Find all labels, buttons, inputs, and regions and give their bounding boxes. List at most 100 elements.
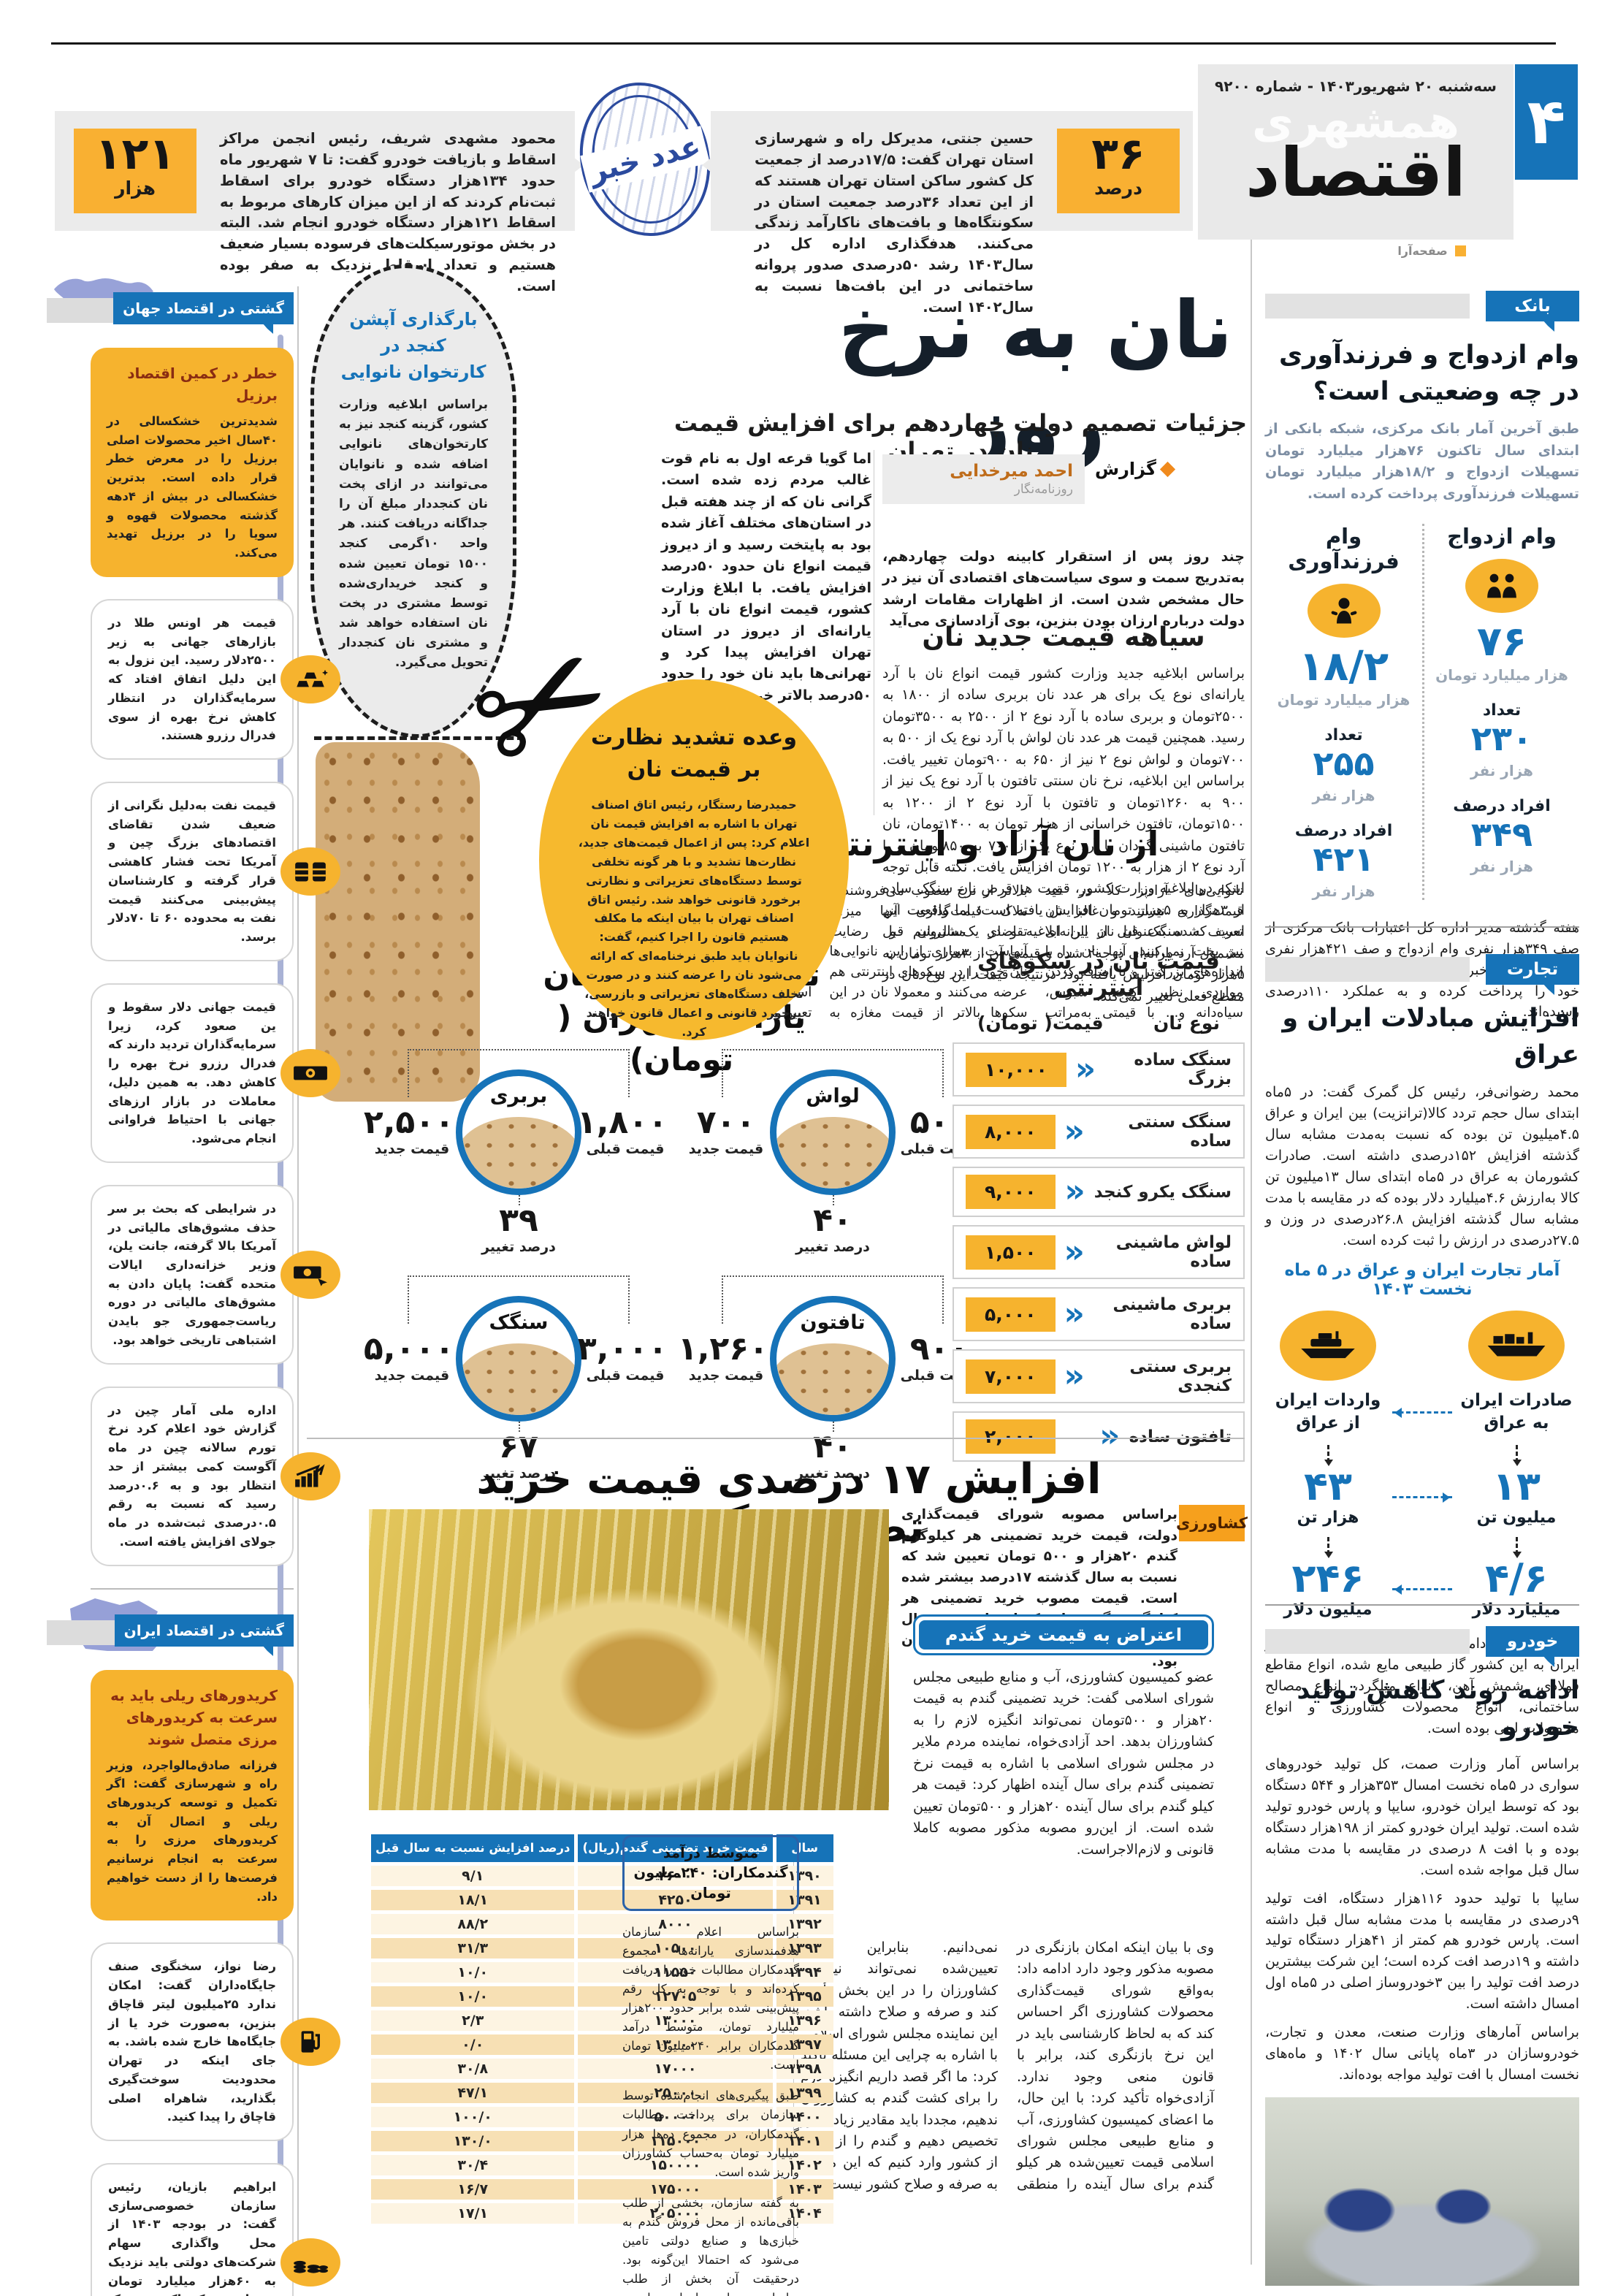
news-card-fuel: رضا نواز، سخنگوی صنف جایگاه‌داران گفت: ا…	[91, 1942, 340, 2141]
pct-cell: ۰/۰	[371, 2034, 575, 2056]
world-section-header: گشتی در اقتصاد جهان	[47, 278, 294, 334]
issue-date: سه‌شنبه ۲۰ شهریور۱۴۰۳ - شماره ۹۲۰۰	[1215, 77, 1497, 95]
pct-cell: ۸۸/۲	[371, 1914, 575, 1935]
loans-infographic: وام ازدواج ۷۶ هزار میلیارد تومان تعداد ۲…	[1265, 524, 1579, 900]
price-chip: ۹,۰۰۰	[966, 1175, 1056, 1209]
new-price: ۵,۰۰۰	[363, 1330, 454, 1368]
section-divider	[307, 1438, 1245, 1439]
export-label-1: صادرات ایران	[1460, 1391, 1573, 1411]
car-body-paragraph: براساس آمار وزارت صمت، کل تولید خودروهای…	[1265, 1756, 1580, 1878]
car-title: ادامه روند کاهش تولید خودرو	[1297, 1676, 1579, 1742]
new-price: ۲,۵۰۰	[363, 1104, 454, 1141]
bank-tab: بانک	[1486, 291, 1579, 332]
trade-title: افزایش مبادلات ایران و عراق	[1282, 1004, 1579, 1069]
bread-price-group-taftoon: تافتون ۱,۲۶۰ قیمت جدید ۹۰۰ قیمت قبلی ۴۰ …	[677, 1275, 986, 1495]
year-cell: ۱۳۹۰	[776, 1866, 833, 1887]
designer-credit: صفحه‌آرا	[1322, 244, 1541, 258]
bread-type: سنگک سنتی ساده	[1128, 1113, 1232, 1151]
pct-cell: ۳۱/۳	[371, 1938, 575, 1959]
banknote-icon	[280, 1048, 340, 1097]
bread-name: تافتون	[800, 1311, 866, 1334]
change-label: درصد تغییر	[795, 1465, 870, 1482]
child-icon	[1307, 584, 1381, 638]
new-price-label: قیمت جدید	[688, 1368, 764, 1384]
agriculture-tab: کشاورزی	[1176, 1505, 1248, 1541]
bar-background	[1265, 957, 1470, 982]
dashed-arrow-left-icon	[1392, 1584, 1452, 1595]
lead-body: فرزانه صادق‌مالواجرد، وزیر راه و شهرسازی…	[107, 1758, 278, 1904]
wheat-table-row: ۱۳۹۳ ۱۰۵۰۰ ۳۱/۳	[371, 1938, 833, 1959]
bread-price-group-barbari: بربری ۲,۵۰۰ قیمت جدید ۱,۸۰۰ قیمت قبلی ۳۹…	[363, 1049, 672, 1268]
change-pct: ۶۷	[499, 1428, 538, 1465]
internet-table-title: قیمت نان در سکوهای اینترنتی	[977, 948, 1220, 1001]
new-price: ۱,۲۶۰	[677, 1330, 768, 1368]
bread-circle: تافتون	[770, 1296, 896, 1422]
news-card-privatization: ابراهیم بازیان، رئیس سازمان خصوصی‌سازی گ…	[91, 2163, 340, 2296]
trade-section: تجارت افزایش مبادلات ایران و عراق محمد ر…	[1265, 954, 1579, 1739]
wheat-table-row: ۱۴۰۰ ۵۰۰۰۰ ۱۰۰/۰	[371, 2107, 833, 2128]
couple-icon	[1465, 559, 1538, 614]
price-chip: ۲,۰۰۰	[966, 1419, 1056, 1454]
col-bread-type: نوع نان	[1153, 1012, 1220, 1034]
year-cell: ۱۳۹۱	[776, 1890, 833, 1911]
dashed-down-arrow-icon	[1324, 1445, 1333, 1467]
trade-body: محمد رضوانی‌فر، رئیس کل گمرک گفت: در ۵ما…	[1265, 1084, 1580, 1248]
count-label: تعداد	[1482, 701, 1522, 720]
news-card-oil: قیمت نفت به‌دلیل نگرانی از ضعیف شدن تقاض…	[91, 782, 340, 961]
export-value-number: ۴/۶	[1485, 1555, 1548, 1602]
protest-body: وی با بیان اینکه امکان بازنگری در مصوبه …	[801, 1940, 1214, 2192]
pct-cell: ۱۰/۰	[371, 1962, 575, 1983]
paper-logo: اقتصاد	[1245, 134, 1467, 213]
change-block: ۶۷ درصد تغییر	[464, 1430, 573, 1481]
pct-cell: ۴۷/۱	[371, 2083, 575, 2104]
lead-body: شدیدترین خشکسالی در ۴۰سال اخیر محصولات ا…	[107, 414, 278, 560]
change-pct: ۴۰	[813, 1202, 852, 1239]
export-value: ۴/۶ میلیارد دلار	[1454, 1555, 1579, 1620]
wheat-table-row: ۱۳۹۶ ۱۳۰۰۰ ۲/۳	[371, 2010, 833, 2032]
iran-lead-card: کریدورهای ریلی باید به سرعت به کریدورهای…	[91, 1669, 294, 1921]
column-divider	[1251, 66, 1252, 2265]
col-year: سال	[776, 1834, 833, 1863]
bread-type: تافتون ساده	[1129, 1427, 1232, 1446]
dashed-cut-line	[314, 736, 524, 740]
count-label: تعداد	[1324, 726, 1363, 745]
sesame-balloon: بارگذاری آپشن کنجد در کارتخوان نانوایی ب…	[310, 264, 516, 738]
price-cell: ۱۷۰۰۰	[578, 2059, 773, 2080]
export-value-unit: میلیارد دلار	[1472, 1601, 1561, 1620]
price-chip: ۱,۵۰۰	[966, 1235, 1056, 1270]
sesame-body: براساس ابلاغیه وزارت کشور، گزینه کنجد نی…	[339, 397, 488, 671]
internet-price-row: بربری سنتی کنجدی « ۷,۰۰۰	[953, 1349, 1245, 1403]
brief-text: حسین جنتی، مدیرکل راه و شهرسازی استان ته…	[755, 130, 1034, 316]
price-chip: ۱۰,۰۰۰	[966, 1052, 1066, 1087]
bank-title: وام ازدواج و فرزندآوری در چه وضعیتی است؟	[1279, 340, 1579, 406]
pct-cell: ۱۷/۱	[371, 2203, 575, 2224]
card-text: قیمت هر اونس طلا در بازارهای جهانی به زی…	[108, 615, 276, 743]
free-col: آنها میزان تقاضای مشتریان و رضایت آنهاست…	[614, 883, 1028, 1021]
dotted-connector	[519, 1195, 520, 1205]
import-label-1: واردات ایران	[1275, 1391, 1381, 1411]
masthead-box: سه‌شنبه ۲۰ شهریور۱۴۰۳ - شماره ۹۲۰۰ همشهر…	[1198, 64, 1514, 240]
masthead: سه‌شنبه ۲۰ شهریور۱۴۰۳ - شماره ۹۲۰۰ همشهر…	[1198, 64, 1578, 240]
loan-amount: ۱۸/۲	[1299, 643, 1389, 691]
import-label-2: از عراق	[1296, 1414, 1360, 1433]
diamond-icon	[1159, 461, 1176, 477]
car-body-paragraph: براساس آمارهای وزارت صنعت، معدن و تجارت،…	[1265, 2024, 1579, 2083]
chevron-left-icon: «	[1064, 1294, 1085, 1332]
loan-amount-unit: هزار میلیارد تومان	[1277, 691, 1411, 709]
taftoon-thumb	[776, 1343, 889, 1415]
wheat-table-row: ۱۴۰۳ ۱۷۵۰۰۰ ۱۶/۷	[371, 2179, 833, 2200]
year-cell: ۱۳۹۷	[776, 2034, 833, 2056]
brief-unit: درصد	[1094, 178, 1142, 199]
internet-price-row: لواش ماشینی ساده « ۱,۵۰۰	[953, 1225, 1245, 1279]
price-cell: ۵۰۰۰۰	[578, 2107, 773, 2128]
year-cell: ۱۳۹۳	[776, 1938, 833, 1959]
change-label: درصد تغییر	[481, 1465, 556, 1482]
bread-type: بربری سنتی کنجدی	[1129, 1357, 1232, 1395]
section-divider	[91, 1587, 294, 1590]
internet-table-header: نوع نان قیمت( تومان)	[953, 1012, 1245, 1034]
car-section-bar: خودرو	[1265, 1626, 1579, 1667]
year-cell: ۱۳۹۵	[776, 1986, 833, 2007]
loan-count: ۲۵۵	[1313, 744, 1375, 784]
free-col: نانوایی‌های آزادپز کلا در قید قیمت‌گذاری…	[829, 883, 1243, 1021]
bar-background	[1265, 294, 1470, 319]
